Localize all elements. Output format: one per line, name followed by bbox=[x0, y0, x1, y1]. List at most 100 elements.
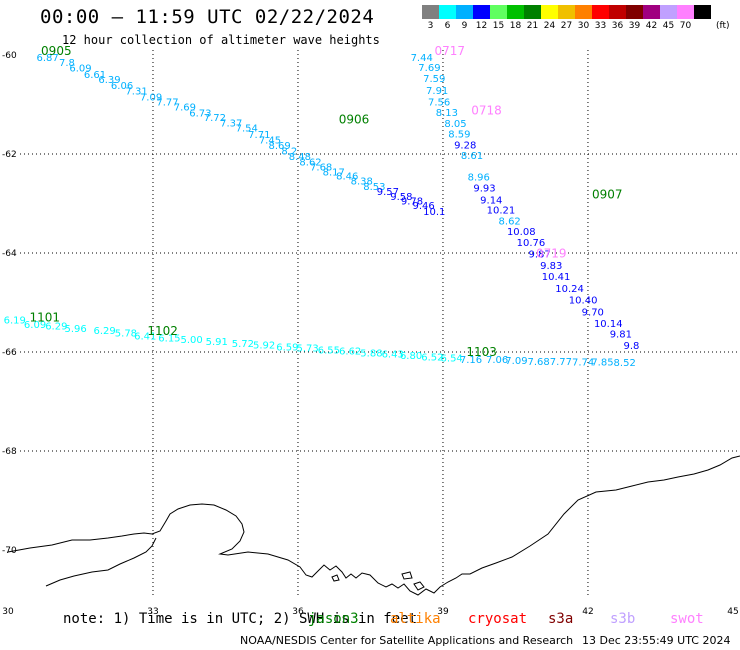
lon-tick-label: 36 bbox=[292, 607, 304, 617]
wave-height-value: 9.81 bbox=[610, 330, 632, 341]
lat-tick-label: -70 bbox=[2, 546, 17, 556]
lat-tick-label: -60 bbox=[2, 51, 17, 61]
wave-height-value: 8.96 bbox=[468, 173, 490, 184]
wave-height-value: 7.37 bbox=[220, 118, 242, 129]
wave-height-value: 9.93 bbox=[473, 184, 495, 195]
wave-height-value: 8.17 bbox=[323, 167, 345, 178]
coastline-west bbox=[45, 537, 157, 587]
colorbar-swatch bbox=[558, 5, 575, 19]
colorbar-label: 33 bbox=[594, 21, 607, 31]
wave-height-value: 6.61 bbox=[84, 70, 106, 81]
colorbar-swatch bbox=[439, 5, 456, 19]
wave-height-value: 5.00 bbox=[181, 335, 203, 346]
wave-height-value: 7.72 bbox=[204, 113, 226, 124]
pass-time-label: 0905 bbox=[41, 44, 72, 58]
wave-height-value: 6.09 bbox=[69, 63, 91, 74]
wave-height-value: 9.14 bbox=[480, 196, 502, 207]
mission-s3a: s3a bbox=[548, 611, 574, 627]
island-3 bbox=[331, 574, 340, 582]
wave-height-value: 7.77 bbox=[156, 97, 178, 108]
wave-height-value: 7.31 bbox=[125, 87, 147, 98]
wave-height-value: 7.54 bbox=[236, 124, 258, 135]
wave-height-value: 8.69 bbox=[268, 141, 290, 152]
wave-height-value: 6.54 bbox=[441, 353, 463, 364]
wave-height-value: 10.21 bbox=[487, 205, 516, 216]
colorbar-label: 27 bbox=[560, 21, 573, 31]
wave-height-value: 6.29 bbox=[45, 322, 67, 333]
pass-time-label: 0717 bbox=[434, 44, 465, 58]
wave-height-value: 5.96 bbox=[65, 324, 87, 335]
wave-height-value: 9.46 bbox=[413, 201, 435, 212]
pass-time-label: 0907 bbox=[592, 188, 623, 202]
wave-height-value: 7.74 bbox=[572, 357, 594, 368]
pass-time-label: 0906 bbox=[339, 112, 370, 126]
wave-height-value: 6.41 bbox=[134, 332, 156, 343]
colorbar-label: 21 bbox=[526, 21, 539, 31]
wave-height-value: 6.87 bbox=[36, 53, 58, 64]
wave-height-value: 8.38 bbox=[351, 177, 373, 188]
mission-s3b: s3b bbox=[610, 611, 636, 627]
colorbar-swatch bbox=[456, 5, 473, 19]
wave-height-value: 9.87 bbox=[528, 249, 550, 260]
wave-height-value: 6.29 bbox=[94, 326, 116, 337]
page-title: 00:00 – 11:59 UTC 02/22/2024 bbox=[40, 6, 375, 28]
colorbar-swatch bbox=[609, 5, 626, 19]
wave-height-value: 7.68 bbox=[528, 357, 550, 368]
wave-height-value: 10.1 bbox=[423, 207, 445, 218]
wave-height-value: 5.88 bbox=[360, 348, 382, 359]
mission-altika: altika bbox=[390, 611, 441, 627]
credit-text: NOAA/NESDIS Center for Satellite Applica… bbox=[240, 634, 574, 647]
wave-height-value: 5.73 bbox=[297, 344, 319, 355]
wave-height-value: 7.16 bbox=[460, 355, 482, 366]
wave-height-value: 5.72 bbox=[232, 339, 254, 350]
colorbar-swatch bbox=[677, 5, 694, 19]
wave-height-value: 9.78 bbox=[401, 196, 423, 207]
colorbar-swatch bbox=[592, 5, 609, 19]
page-subtitle: 12 hour collection of altimeter wave hei… bbox=[62, 33, 380, 47]
wave-height-value: 7.68 bbox=[310, 162, 332, 173]
wave-height-value: 8.46 bbox=[336, 172, 358, 183]
colorbar-label: 42 bbox=[645, 21, 658, 31]
wave-height-value: 6.43 bbox=[382, 349, 404, 360]
pass-labels: 0905 0717 0718 0906 0907 0719 1101 1102 1103 bbox=[29, 44, 622, 359]
colorbar-label: 18 bbox=[509, 21, 522, 31]
lon-tick-label: 45 bbox=[727, 607, 738, 617]
wave-height-value: 7.85 bbox=[591, 357, 613, 368]
colorbar-swatch bbox=[541, 5, 558, 19]
wave-height-value: 7.8 bbox=[59, 58, 75, 69]
colorbar-label: 3 bbox=[427, 21, 434, 31]
wave-height-value: 7.59 bbox=[423, 74, 445, 85]
wave-height-value: 8.2 bbox=[281, 146, 297, 157]
colorbar-label: 24 bbox=[543, 21, 556, 31]
wave-height-value: 6.39 bbox=[98, 75, 120, 86]
wave-height-value: 8.05 bbox=[444, 119, 466, 130]
lat-tick-label: -64 bbox=[2, 249, 17, 259]
colorbar-label: 9 bbox=[461, 21, 468, 31]
wave-height-value: 6.73 bbox=[189, 108, 211, 119]
wave-height-value: 7.09 bbox=[505, 356, 527, 367]
wave-height-value: 10.14 bbox=[594, 319, 623, 330]
pass-time-label: 1102 bbox=[147, 324, 178, 338]
island-2 bbox=[413, 581, 425, 591]
colorbar-swatch bbox=[660, 5, 677, 19]
wave-height-value: 6.19 bbox=[4, 315, 26, 326]
colorbar-label: 12 bbox=[475, 21, 488, 31]
wave-height-value: 10.24 bbox=[555, 284, 584, 295]
wave-height-value: 9.8 bbox=[624, 341, 640, 352]
wave-height-value: 9.57 bbox=[377, 187, 399, 198]
wave-height-value: 7.09 bbox=[140, 93, 162, 104]
colorbar-label: 36 bbox=[611, 21, 624, 31]
wave-height-value: 9.58 bbox=[390, 192, 412, 203]
colorbar-label: 6 bbox=[444, 21, 451, 31]
wave-height-value: 10.40 bbox=[569, 295, 598, 306]
pass-time-label: 0719 bbox=[536, 246, 567, 260]
colorbar-unit: (ft) bbox=[716, 21, 730, 31]
wave-height-value: 8.62 bbox=[499, 216, 521, 227]
lat-tick-label: -68 bbox=[2, 447, 17, 457]
wave-height-value: 8.59 bbox=[448, 130, 470, 141]
lon-tick-label: 30 bbox=[2, 607, 14, 617]
colorbar-swatch bbox=[473, 5, 490, 19]
wave-height-value: 6.09 bbox=[24, 320, 46, 331]
lon-tick-label: 42 bbox=[582, 607, 593, 617]
